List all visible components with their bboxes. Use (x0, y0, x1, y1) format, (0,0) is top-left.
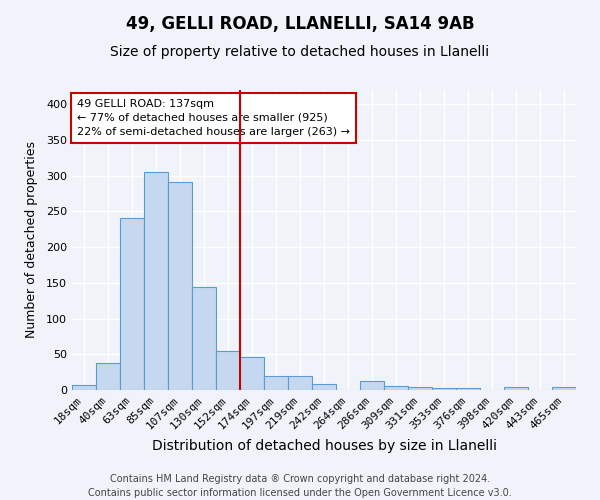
X-axis label: Distribution of detached houses by size in Llanelli: Distribution of detached houses by size … (151, 439, 497, 453)
Bar (360, 382, 384, 390)
Bar (264, 376, 288, 390)
Bar (552, 387, 576, 390)
Text: Contains HM Land Registry data ® Crown copyright and database right 2024.
Contai: Contains HM Land Registry data ® Crown c… (88, 474, 512, 498)
Bar (432, 388, 456, 390)
Bar (408, 387, 432, 390)
Text: 49, GELLI ROAD, LLANELLI, SA14 9AB: 49, GELLI ROAD, LLANELLI, SA14 9AB (125, 15, 475, 33)
Bar (120, 218, 144, 390)
Bar (168, 182, 192, 390)
Bar (96, 363, 120, 390)
Bar (216, 350, 240, 390)
Bar (504, 387, 528, 390)
Bar (456, 388, 480, 390)
Bar (72, 385, 96, 390)
Bar (288, 376, 312, 390)
Text: 49 GELLI ROAD: 137sqm
← 77% of detached houses are smaller (925)
22% of semi-det: 49 GELLI ROAD: 137sqm ← 77% of detached … (77, 99, 350, 137)
Bar (144, 172, 168, 390)
Bar (192, 287, 216, 390)
Bar (384, 386, 408, 390)
Bar (312, 384, 336, 390)
Text: Size of property relative to detached houses in Llanelli: Size of property relative to detached ho… (110, 45, 490, 59)
Y-axis label: Number of detached properties: Number of detached properties (25, 142, 38, 338)
Bar (240, 357, 264, 390)
